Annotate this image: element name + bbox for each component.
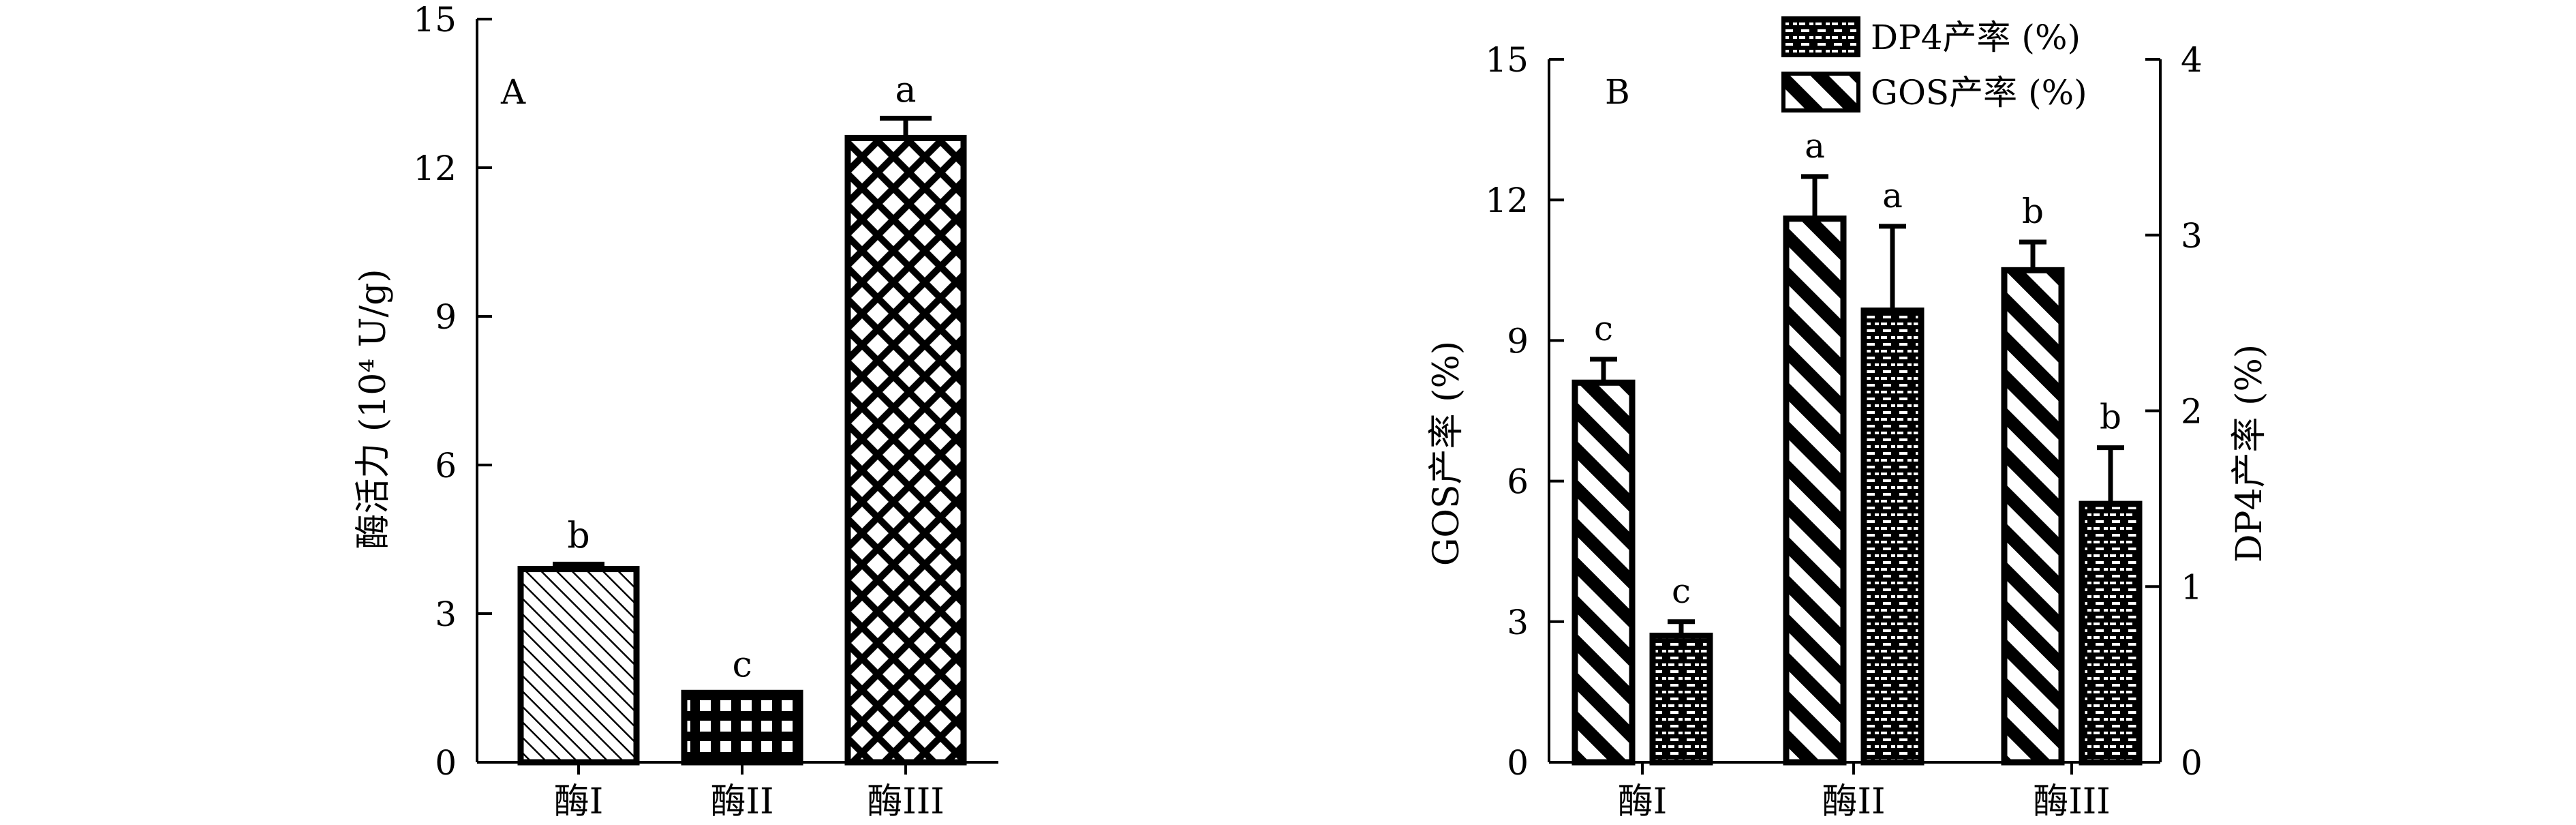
y-left-tick-label-9: 9 xyxy=(1507,321,1529,361)
x-tick-label-3: 酶III xyxy=(2033,781,2111,822)
x-tick-label-2: 酶II xyxy=(710,781,773,822)
legend: DP4产率 (%) GOS产率 (%) xyxy=(1781,16,2087,112)
y-tick-label-15: 15 xyxy=(413,0,457,40)
bar-2 xyxy=(681,689,803,766)
panel-b-label: B xyxy=(1605,72,1630,112)
x-tick-label-1: 酶I xyxy=(1618,781,1668,822)
significance-letter-1: b xyxy=(567,515,589,556)
gos-bar-1 xyxy=(1571,379,1636,766)
gos-significance-letter-2: a xyxy=(1805,126,1825,166)
x-tick-label-2: 酶II xyxy=(1822,781,1885,822)
y-tick-label-3: 3 xyxy=(435,595,457,634)
legend-swatch-gos xyxy=(1781,72,1860,112)
bar-1 xyxy=(517,566,640,766)
significance-letter-3: a xyxy=(895,70,916,110)
dp4-bar-3 xyxy=(2079,500,2143,766)
panel-b-ylabel-left: GOS产率 (%) xyxy=(1426,341,1467,566)
y-right-tick-label-2: 2 xyxy=(2181,392,2203,432)
y-right-tick-label-3: 3 xyxy=(2181,216,2203,256)
y-tick-label-12: 12 xyxy=(413,149,457,188)
dp4-bar-1 xyxy=(1649,632,1713,766)
x-tick-label-1: 酶I xyxy=(554,781,604,822)
y-tick-label-0: 0 xyxy=(435,743,457,783)
panel-a-label: A xyxy=(500,72,526,112)
significance-letter-2: c xyxy=(732,644,752,685)
dp4-significance-letter-3: b xyxy=(2100,397,2121,437)
panel-a: A b c a 0 3 6 9 12 15 酶I 酶II 酶III 酶活力 (10⁴ U/g) xyxy=(353,0,998,822)
y-left-tick-label-3: 3 xyxy=(1507,603,1529,642)
y-tick-label-6: 6 xyxy=(435,446,457,485)
panel-a-plot: b c a 0 3 6 9 12 15 酶I 酶II 酶III xyxy=(413,0,998,822)
y-left-tick-label-6: 6 xyxy=(1507,462,1529,502)
x-tick-label-3: 酶III xyxy=(867,781,945,822)
y-right-tick-label-1: 1 xyxy=(2181,567,2203,607)
bar-3 xyxy=(844,134,967,766)
y-left-tick-label-12: 12 xyxy=(1485,181,1529,220)
gos-significance-letter-1: c xyxy=(1594,309,1613,348)
y-right-tick-label-4: 4 xyxy=(2181,40,2203,80)
panel-b-ylabel-right: DP4产率 (%) xyxy=(2229,344,2270,562)
panel-a-ylabel: 酶活力 (10⁴ U/g) xyxy=(353,269,394,549)
gos-significance-letter-3: b xyxy=(2022,192,2044,231)
dp4-bar-2 xyxy=(1860,308,1925,766)
dp4-significance-letter-2: a xyxy=(1882,176,1903,215)
legend-label-dp4: DP4产率 (%) xyxy=(1871,18,2081,57)
y-left-tick-label-15: 15 xyxy=(1485,40,1529,80)
legend-swatch-dp4 xyxy=(1781,16,1860,57)
legend-label-gos: GOS产率 (%) xyxy=(1871,73,2087,112)
gos-bar-3 xyxy=(2001,267,2065,766)
dp4-significance-letter-1: c xyxy=(1672,571,1691,611)
y-tick-label-9: 9 xyxy=(435,297,457,337)
y-left-tick-label-0: 0 xyxy=(1507,743,1529,783)
gos-bar-2 xyxy=(1783,215,1847,766)
y-right-tick-label-0: 0 xyxy=(2181,743,2203,783)
